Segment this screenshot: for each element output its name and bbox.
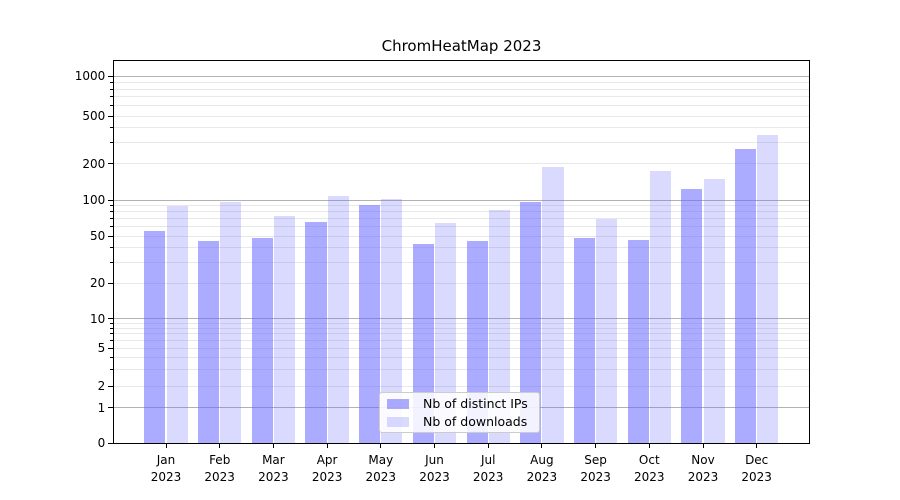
y-tick-label: 20 — [90, 276, 106, 291]
x-tick-label: Jul 2023 — [472, 453, 504, 484]
x-tick-label: Aug 2023 — [526, 453, 558, 484]
x-tick-mark — [434, 443, 435, 449]
x-tick-label: Nov 2023 — [687, 453, 719, 484]
x-tick-mark — [648, 443, 650, 449]
chart-title: ChromHeatMap 2023 — [381, 37, 542, 55]
plot-area — [113, 60, 810, 444]
legend: Nb of distinct IPs Nb of downloads — [379, 392, 540, 433]
x-tick-label: Apr 2023 — [311, 453, 343, 484]
y-tick-label: 500 — [82, 109, 106, 123]
y-tick-label: 50 — [90, 229, 106, 243]
y-tick-label: 1000 — [74, 69, 106, 84]
x-tick-label: Oct 2023 — [634, 453, 665, 484]
y-tick-label: 0 — [97, 436, 106, 451]
x-tick-mark — [756, 443, 758, 449]
legend-swatch-distinct-ips — [387, 398, 409, 409]
x-tick-label: Sep 2023 — [580, 453, 611, 484]
legend-label-distinct-ips: Nb of distinct IPs — [423, 396, 528, 411]
y-tick-label: 2 — [97, 379, 106, 393]
y-tick-label: 10 — [90, 311, 106, 326]
x-tick-label: May 2023 — [365, 453, 397, 484]
x-tick-mark — [219, 443, 221, 449]
x-tick-mark — [272, 443, 274, 449]
y-tick-label: 5 — [97, 341, 106, 356]
x-tick-mark — [380, 443, 382, 449]
legend-label-downloads: Nb of downloads — [423, 414, 528, 429]
x-tick-label: Feb 2023 — [204, 453, 235, 484]
legend-entry-distinct-ips: Nb of distinct IPs — [387, 396, 532, 411]
x-tick-mark — [702, 443, 704, 449]
y-tick-label: 100 — [82, 193, 106, 207]
legend-entry-downloads: Nb of downloads — [387, 414, 532, 429]
x-tick-label: Jun 2023 — [419, 453, 450, 484]
x-tick-mark — [326, 443, 328, 449]
y-tick-label: 1 — [97, 400, 106, 415]
x-tick-mark — [541, 443, 543, 449]
x-tick-mark — [595, 443, 597, 449]
x-tick-label: Dec 2023 — [741, 453, 772, 484]
legend-swatch-downloads — [387, 416, 409, 427]
x-tick-label: Mar 2023 — [258, 453, 289, 484]
x-tick-mark — [487, 443, 489, 449]
x-tick-mark — [165, 443, 167, 449]
x-tick-label: Jan 2023 — [150, 453, 182, 484]
y-tick-label: 200 — [82, 156, 106, 171]
